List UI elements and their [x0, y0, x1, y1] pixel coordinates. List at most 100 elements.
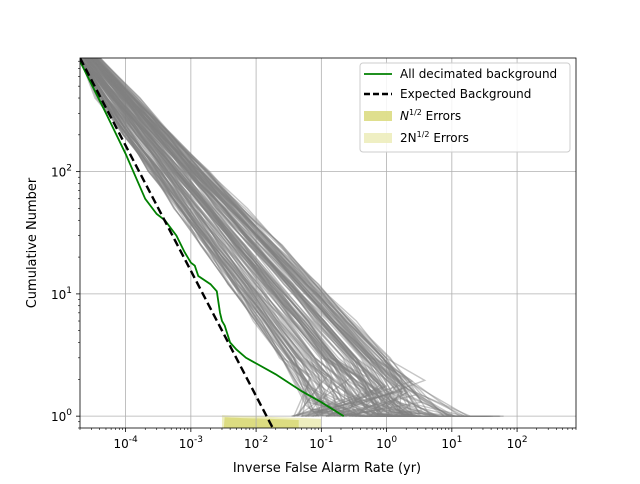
background-trial-line — [80, 58, 340, 417]
background-trial-line — [99, 58, 418, 417]
background-trial-line — [80, 58, 366, 417]
background-trial-line — [87, 58, 367, 417]
background-trial-line — [84, 58, 362, 417]
background-trial-line — [83, 58, 381, 417]
background-trial-line — [96, 58, 414, 417]
background-trial-line — [80, 58, 422, 417]
series — [80, 58, 345, 428]
background-trial-line — [80, 58, 387, 417]
background-trial-line — [80, 58, 336, 417]
x-tick-label-base: 10 — [309, 437, 324, 451]
background-trial-line — [80, 58, 445, 417]
background-trial-line — [80, 58, 339, 417]
background-trial-line — [89, 58, 402, 417]
background-trial-line — [86, 58, 414, 417]
background-trial-line — [89, 58, 430, 417]
x-axis-label: Inverse False Alarm Rate (yr) — [233, 461, 421, 476]
background-trial-line — [96, 58, 471, 417]
background-trial-line — [80, 58, 379, 417]
background-trial-line — [96, 58, 466, 417]
x-tick-label-exponent: -4 — [129, 435, 138, 445]
legend-label-2n-half-sup: 1/2 — [417, 130, 430, 139]
y-tick-label: 101 — [51, 286, 72, 302]
background-trial-line — [84, 58, 418, 417]
x-tick-label-exponent: -2 — [259, 435, 268, 445]
background-trial-line — [91, 58, 409, 417]
background-trial-line — [99, 58, 427, 417]
background-trial-line — [91, 58, 467, 417]
x-tick-label-exponent: -1 — [324, 435, 333, 445]
background-trial-line — [80, 58, 488, 417]
background-trial-line — [92, 58, 394, 417]
background-trial-line — [97, 58, 422, 417]
background-trial-line — [80, 58, 501, 417]
background-trial-line — [80, 58, 329, 417]
background-trial-line — [94, 58, 414, 417]
background-trial-line — [95, 58, 402, 417]
legend-label-2n-half-base: 2N — [400, 131, 417, 145]
background-trial-line — [80, 58, 371, 417]
x-tick-label: 10-2 — [244, 435, 268, 451]
background-trial-line — [93, 58, 477, 417]
x-tick-label-exponent: -3 — [194, 435, 203, 445]
background-trial-line — [98, 58, 451, 417]
background-trial-line — [98, 58, 423, 417]
background-trial-line — [80, 58, 357, 417]
legend-swatch-2n-half — [364, 133, 392, 143]
background-trial-line — [83, 58, 407, 417]
y-tick-label-base: 10 — [51, 288, 66, 302]
background-trial-line — [91, 58, 384, 417]
background-trial-line — [83, 58, 469, 417]
background-trial-line — [91, 58, 415, 417]
background-trial-line — [92, 58, 387, 417]
background-trial-line — [89, 58, 450, 417]
background-trial-line — [91, 58, 386, 417]
background-trial-line — [80, 58, 327, 417]
n-half-error-band — [223, 417, 299, 428]
y-tick-label-exponent: 1 — [66, 286, 72, 296]
background-trial-line — [80, 58, 356, 417]
background-trial-line — [80, 58, 504, 417]
background-trial-line — [91, 58, 403, 417]
legend-label-expected: Expected Background — [400, 87, 531, 101]
background-trial-line — [94, 58, 404, 417]
background-trial-line — [95, 58, 450, 417]
background-trial-line — [80, 58, 344, 417]
background-trial-line — [94, 58, 456, 417]
background-trial-line — [80, 58, 363, 417]
background-trial-line — [80, 58, 311, 417]
background-trial-line — [80, 58, 310, 417]
background-trial-line — [80, 58, 363, 417]
background-trial-line — [80, 58, 381, 417]
background-trial-line — [80, 58, 489, 417]
background-trial-line — [92, 58, 469, 417]
background-trial-line — [80, 58, 323, 417]
legend-frame — [359, 62, 571, 153]
background-trial-line — [80, 58, 395, 417]
background-trial-line — [80, 58, 360, 417]
x-tick-label-exponent: 1 — [457, 435, 463, 445]
background-trial-line — [80, 58, 347, 417]
background-trial-line — [86, 58, 381, 417]
background-trial-line — [85, 58, 394, 417]
x-tick-label-base: 10 — [113, 437, 128, 451]
background-trial-line — [80, 58, 415, 417]
decimated-background-line — [80, 60, 345, 417]
background-trial-line — [81, 58, 357, 417]
legend-swatch-n-half — [364, 111, 392, 121]
background-trial-line — [80, 58, 367, 417]
x-tick-label: 101 — [441, 435, 462, 451]
background-trial-line — [92, 58, 463, 417]
x-tick-label: 10-4 — [113, 435, 138, 451]
background-trial-line — [94, 58, 429, 417]
background-trial-line — [90, 58, 414, 417]
background-trial-line — [80, 58, 335, 417]
x-tick-label-base: 10 — [179, 437, 194, 451]
background-trial-line — [88, 58, 379, 417]
x-tick-label-exponent: 0 — [391, 435, 397, 445]
background-trial-line — [84, 58, 373, 417]
background-trial-line — [80, 58, 333, 417]
